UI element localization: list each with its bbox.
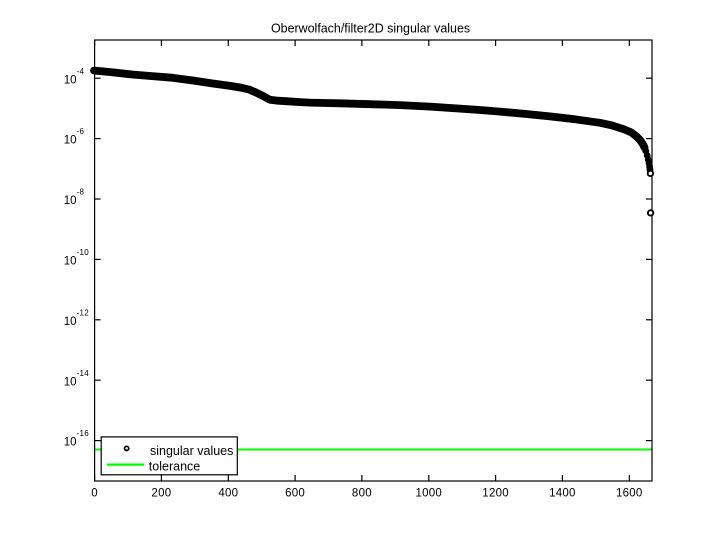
svg-text:10: 10 [64, 195, 77, 207]
svg-text:400: 400 [218, 488, 238, 500]
svg-text:10: 10 [64, 437, 77, 449]
svg-text:-4: -4 [77, 67, 85, 76]
svg-text:200: 200 [151, 488, 171, 500]
svg-text:-12: -12 [77, 308, 90, 317]
svg-text:-6: -6 [77, 127, 85, 136]
svg-text:-8: -8 [77, 188, 85, 197]
svg-text:-16: -16 [77, 429, 90, 438]
svg-text:800: 800 [352, 488, 372, 500]
svg-text:singular values: singular values [150, 444, 233, 458]
svg-text:10: 10 [64, 256, 77, 268]
svg-text:1000: 1000 [416, 488, 443, 500]
svg-text:10: 10 [64, 135, 77, 147]
svg-text:10: 10 [64, 74, 77, 86]
svg-text:Oberwolfach/filter2D singular: Oberwolfach/filter2D singular values [271, 22, 470, 36]
svg-text:1600: 1600 [616, 488, 643, 500]
svg-text:-14: -14 [77, 369, 90, 378]
svg-text:0: 0 [91, 488, 98, 500]
svg-text:-10: -10 [77, 248, 90, 257]
svg-text:1400: 1400 [549, 488, 576, 500]
svg-text:tolerance: tolerance [149, 460, 200, 474]
svg-text:10: 10 [64, 316, 77, 328]
svg-text:1200: 1200 [482, 488, 509, 500]
svg-text:10: 10 [64, 376, 77, 388]
svg-text:600: 600 [285, 488, 305, 500]
